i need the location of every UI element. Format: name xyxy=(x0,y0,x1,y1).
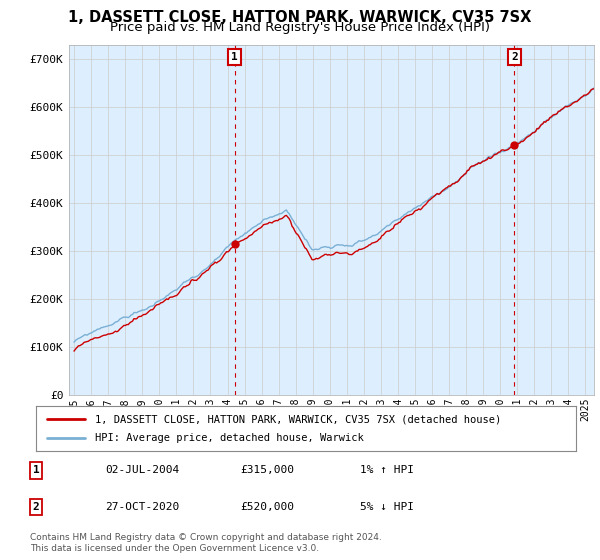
Text: 2: 2 xyxy=(511,52,518,62)
Text: 1: 1 xyxy=(32,465,40,475)
Text: Contains HM Land Registry data © Crown copyright and database right 2024.
This d: Contains HM Land Registry data © Crown c… xyxy=(30,533,382,553)
Text: 2: 2 xyxy=(32,502,40,512)
Text: 1% ↑ HPI: 1% ↑ HPI xyxy=(360,465,414,475)
Text: 27-OCT-2020: 27-OCT-2020 xyxy=(105,502,179,512)
Text: 02-JUL-2004: 02-JUL-2004 xyxy=(105,465,179,475)
Text: 1: 1 xyxy=(232,52,238,62)
Text: Price paid vs. HM Land Registry's House Price Index (HPI): Price paid vs. HM Land Registry's House … xyxy=(110,21,490,34)
Text: £315,000: £315,000 xyxy=(240,465,294,475)
Text: HPI: Average price, detached house, Warwick: HPI: Average price, detached house, Warw… xyxy=(95,433,364,444)
Text: £520,000: £520,000 xyxy=(240,502,294,512)
Text: 5% ↓ HPI: 5% ↓ HPI xyxy=(360,502,414,512)
Text: 1, DASSETT CLOSE, HATTON PARK, WARWICK, CV35 7SX: 1, DASSETT CLOSE, HATTON PARK, WARWICK, … xyxy=(68,10,532,25)
Text: 1, DASSETT CLOSE, HATTON PARK, WARWICK, CV35 7SX (detached house): 1, DASSETT CLOSE, HATTON PARK, WARWICK, … xyxy=(95,414,502,424)
